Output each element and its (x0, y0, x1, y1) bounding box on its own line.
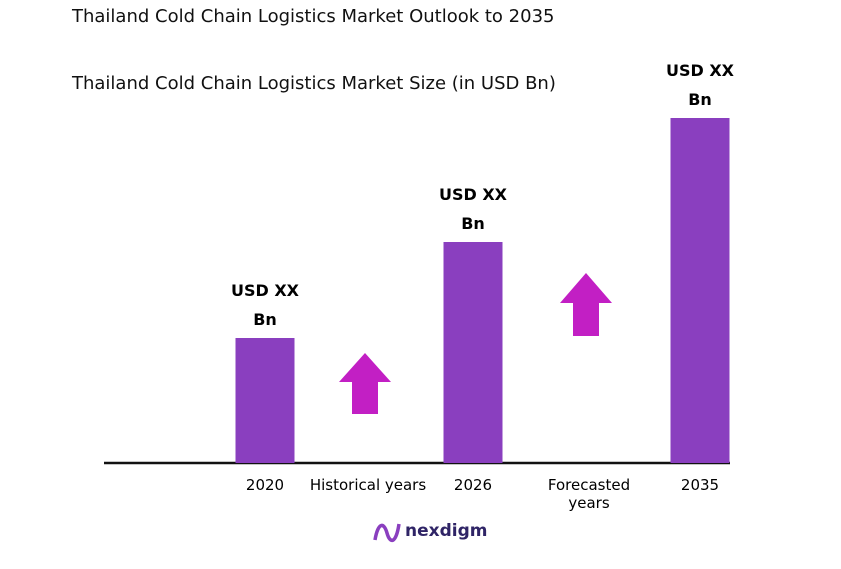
bar (235, 338, 295, 463)
arrow (339, 353, 391, 414)
annotation: Historical years (309, 476, 427, 494)
value-label: USD XX Bn (438, 185, 508, 233)
arrow (560, 273, 612, 336)
logo-icon (373, 523, 401, 543)
value-label: USD XX Bn (230, 281, 300, 329)
chart-title: Thailand Cold Chain Logistics Market Out… (72, 6, 555, 27)
bar (670, 118, 730, 463)
bar (443, 242, 503, 463)
annotation: Forecasted years (547, 476, 631, 512)
x-tick-label: 2026 (453, 476, 493, 494)
chart-subtitle: Thailand Cold Chain Logistics Market Siz… (72, 73, 556, 94)
logo-text: nexdigm (405, 521, 488, 541)
value-label: USD XX Bn (665, 61, 735, 109)
x-tick-label: 2035 (680, 476, 720, 494)
x-tick-label: 2020 (245, 476, 285, 494)
